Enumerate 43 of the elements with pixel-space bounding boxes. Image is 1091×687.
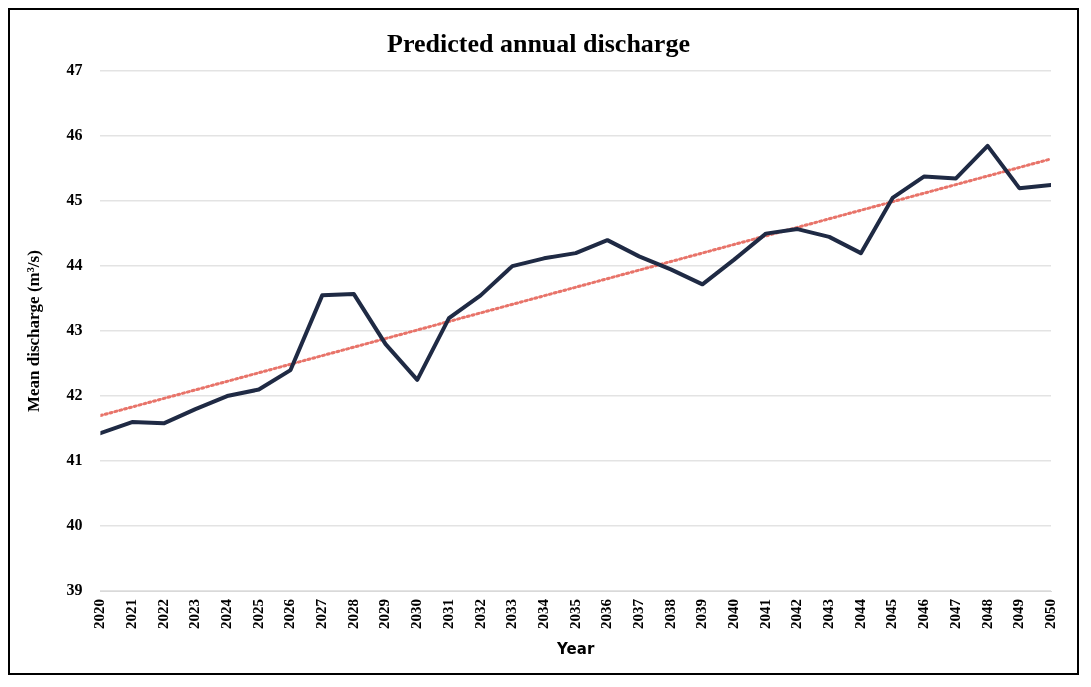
x-tick-label: 2022 [154,599,171,629]
x-axis-title: Year [556,639,595,658]
y-tick-label: 45 [66,191,83,209]
y-tick-label: 40 [66,516,83,534]
x-tick-label: 2049 [1010,599,1027,629]
y-tick-label: 46 [66,126,83,144]
x-tick-label: 2023 [186,599,203,629]
x-tick-label: 2027 [313,598,330,629]
x-tick-label: 2029 [376,599,393,629]
x-tick-label: 2050 [1041,599,1058,629]
x-tick-label: 2046 [915,598,932,629]
y-tick-label: 42 [66,386,83,404]
y-tick-label: 43 [66,321,83,339]
x-tick-label: 2033 [503,599,520,629]
x-tick-label: 2040 [725,599,742,629]
x-tick-label: 2020 [91,599,108,629]
chart-title: Predicted annual discharge [387,29,690,59]
x-tick-label: 2041 [756,599,773,629]
x-tick-label: 2031 [439,599,456,629]
x-tick-label: 2038 [661,599,678,629]
x-tick-label: 2042 [788,599,805,629]
x-tick-label: 2048 [978,599,995,629]
x-tick-label: 2030 [408,599,425,629]
x-tick-label: 2037 [629,598,646,629]
x-tick-label: 2034 [534,598,551,629]
x-tick-label: 2047 [946,598,963,629]
x-tick-label: 2045 [883,599,900,629]
y-tick-label: 41 [66,451,83,469]
y-tick-label: 39 [66,581,83,599]
y-tick-label: 47 [66,61,83,79]
x-tick-label: 2043 [820,599,837,629]
x-tick-label: 2032 [471,599,488,629]
y-axis-title: Mean discharge (m³/s) [23,250,43,413]
x-tick-label: 2026 [281,598,298,629]
y-tick-label: 44 [66,256,83,274]
x-tick-label: 2021 [122,599,139,629]
x-tick-label: 2035 [566,599,583,629]
x-tick-label: 2036 [598,598,615,629]
x-tick-label: 2028 [344,599,361,629]
x-tick-label: 2025 [249,599,266,629]
x-tick-label: 2024 [218,598,235,629]
x-tick-label: 2039 [693,599,710,629]
x-tick-label: 2044 [851,598,868,629]
